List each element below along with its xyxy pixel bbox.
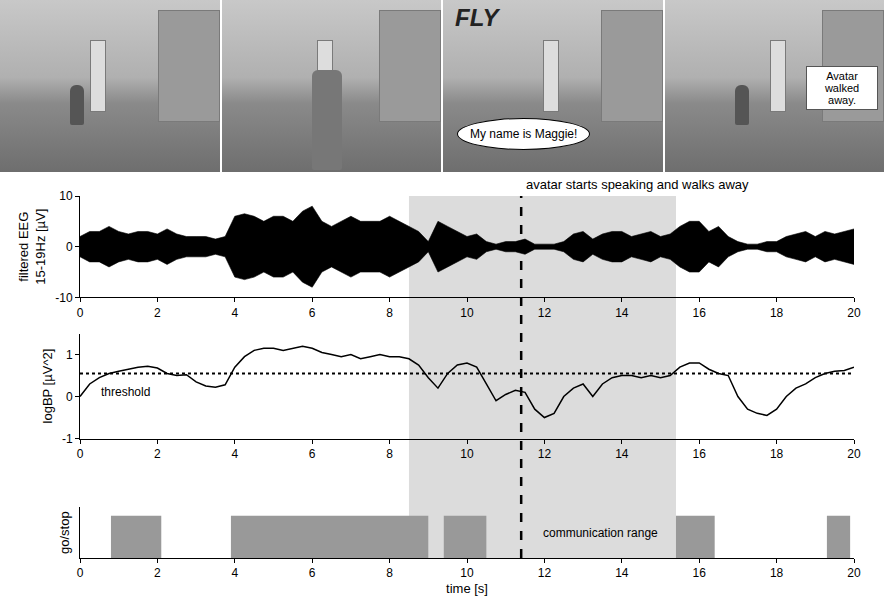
html-text:Avatar walked away.: Avatar walked away.: [824, 70, 860, 106]
svg-text:4: 4: [231, 566, 238, 580]
svg-text:8: 8: [386, 447, 393, 461]
svg-text:2: 2: [154, 566, 161, 580]
svg-text:0: 0: [77, 306, 84, 320]
svg-text:16: 16: [693, 447, 707, 461]
svg-text:1: 1: [66, 348, 73, 362]
svg-text:14: 14: [615, 306, 629, 320]
svg-text:12: 12: [538, 566, 552, 580]
svg-text:-1: -1: [62, 432, 73, 446]
svg-text:go/stop: go/stop: [57, 511, 72, 554]
html-text:My name is Maggie!: My name is Maggie!: [470, 127, 578, 141]
svg-text:6: 6: [309, 306, 316, 320]
svg-text:10: 10: [460, 566, 474, 580]
svg-text:8: 8: [386, 306, 393, 320]
svg-text:4: 4: [231, 447, 238, 461]
svg-text:2: 2: [154, 447, 161, 461]
svg-text:0: 0: [77, 566, 84, 580]
svg-text:6: 6: [309, 566, 316, 580]
svg-text:10: 10: [460, 306, 474, 320]
svg-text:-10: -10: [55, 291, 73, 305]
svg-text:16: 16: [693, 306, 707, 320]
svg-text:20: 20: [847, 566, 861, 580]
svg-text:14: 14: [615, 566, 629, 580]
svg-text:14: 14: [615, 447, 629, 461]
svg-text:2: 2: [154, 306, 161, 320]
svg-text:16: 16: [693, 566, 707, 580]
svg-text:time [s]: time [s]: [446, 581, 488, 596]
svg-text:12: 12: [538, 447, 552, 461]
html-text:FLY: FLY: [455, 4, 499, 31]
svg-text:0: 0: [77, 447, 84, 461]
svg-text:0: 0: [66, 240, 73, 254]
svg-text:logBP [µV^2]: logBP [µV^2]: [40, 349, 55, 424]
svg-text:6: 6: [309, 447, 316, 461]
svg-text:20: 20: [847, 447, 861, 461]
svg-text:20: 20: [847, 306, 861, 320]
svg-text:10: 10: [460, 447, 474, 461]
svg-text:threshold: threshold: [101, 385, 150, 399]
svg-text:18: 18: [770, 306, 784, 320]
svg-text:10: 10: [59, 189, 73, 203]
svg-text:12: 12: [538, 306, 552, 320]
svg-text:8: 8: [386, 566, 393, 580]
svg-text:18: 18: [770, 447, 784, 461]
svg-text:avatar starts speaking and wal: avatar starts speaking and walks away: [526, 177, 749, 192]
svg-text:filtered EEG15-19Hz [µV]: filtered EEG15-19Hz [µV]: [16, 209, 48, 285]
svg-text:4: 4: [231, 306, 238, 320]
svg-text:0: 0: [66, 390, 73, 404]
svg-text:communication range: communication range: [543, 526, 658, 540]
svg-text:18: 18: [770, 566, 784, 580]
